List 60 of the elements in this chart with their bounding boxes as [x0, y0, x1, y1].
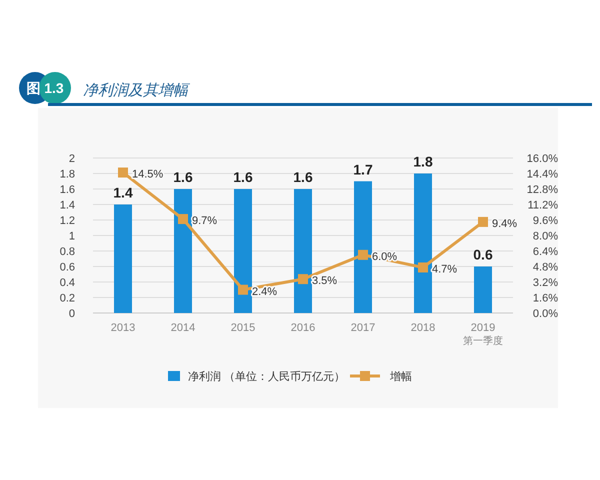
bar: [114, 204, 132, 313]
x-tick-label: 2017: [350, 322, 376, 334]
y2-tick-label: 6.4%: [532, 246, 558, 258]
bar: [474, 266, 492, 313]
data-label: 2.4%: [252, 286, 278, 298]
y-tick-label: 0.8: [60, 246, 75, 258]
data-label: 9.4%: [492, 218, 518, 230]
y-tick-label: 0.6: [60, 262, 75, 274]
y2-tick-label: 11.2%: [528, 200, 558, 212]
y-tick-label: 0.4: [60, 277, 75, 289]
data-label: 1.7: [353, 161, 373, 178]
x-tick-label: 2014: [170, 322, 196, 334]
data-label: 4.7%: [432, 263, 458, 276]
data-label: 1.8: [413, 154, 433, 170]
y2-tick-label: 9.6%: [532, 215, 558, 227]
y2-tick-label: 16.0%: [526, 153, 558, 165]
data-label: 1.6: [173, 169, 193, 185]
caption: 图 1.3: [26, 80, 64, 96]
point: [118, 168, 128, 178]
data-label: 0.6: [473, 246, 493, 262]
legend-label: 净利润 （单位：人民币万亿元）: [188, 370, 346, 383]
legend-label: 增幅: [389, 371, 412, 383]
y-tick-label: 2: [68, 153, 75, 165]
y2-tick-label: 3.2%: [532, 277, 558, 289]
bar: [234, 189, 252, 313]
point: [178, 214, 188, 224]
bar: [414, 174, 432, 313]
point: [478, 216, 488, 227]
x-tick-label: 2013: [110, 322, 136, 334]
point: [298, 274, 308, 284]
y2-tick-label: 8.0%: [532, 230, 558, 242]
y-tick-label: 1.4: [60, 200, 75, 212]
data-label: 1.6: [293, 169, 313, 185]
point: [238, 284, 248, 295]
x-tick-label: 2015: [230, 322, 256, 334]
bar: [354, 181, 372, 313]
x-tick-label: 2018: [410, 322, 436, 334]
y-tick-label: 1.6: [60, 184, 75, 196]
y-tick-label: 0.2: [60, 292, 75, 304]
y-tick-label: 0: [68, 308, 75, 320]
data-label: 14.5%: [132, 168, 164, 181]
y2-tick-label: 14.4%: [526, 168, 558, 180]
bar: [294, 189, 312, 313]
y2-tick-label: 0.0%: [532, 308, 558, 320]
data-label: 1.6: [233, 169, 253, 185]
point: [358, 250, 368, 260]
y-tick-label: 1: [68, 230, 75, 242]
data-label: 1.4: [113, 184, 133, 200]
chart-title: 净利润及其增幅: [83, 82, 191, 99]
data-label: 3.5%: [312, 275, 338, 288]
y2-tick-label: 4.8%: [532, 262, 558, 274]
x-tick-label: 2016: [290, 322, 316, 334]
data-label: 9.7%: [192, 215, 218, 228]
point: [418, 262, 428, 272]
y2-tick-label: 12.8%: [526, 184, 558, 196]
y2-tick-label: 1.6%: [532, 292, 558, 304]
y-tick-label: 1.2: [60, 215, 75, 227]
x-tick-label: 2019 第一季度: [463, 322, 503, 347]
y-tick-label: 1.8: [60, 168, 75, 180]
bar: [174, 189, 192, 313]
